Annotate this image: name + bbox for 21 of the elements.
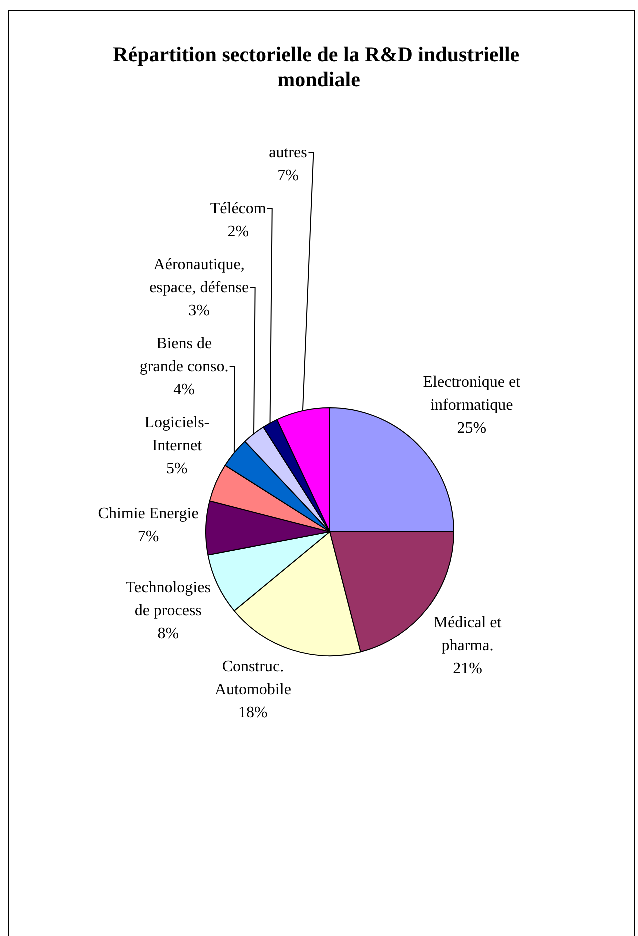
- slice-label: Technologies de process: [126, 580, 211, 620]
- slice-label: Construc. Automobile: [214, 658, 292, 699]
- data-label: 7%: [138, 528, 160, 546]
- data-label: 25%: [457, 420, 487, 438]
- slice-label: Chimie Energie: [98, 506, 199, 523]
- slice-label: Electronique et informatique: [423, 374, 522, 414]
- data-label: 21%: [453, 660, 482, 678]
- slice-label: Télécom: [210, 200, 267, 218]
- data-label: 8%: [158, 626, 180, 643]
- data-label: 5%: [166, 460, 188, 478]
- slice-label: Biens de grande conso.: [140, 335, 229, 376]
- data-label: 4%: [174, 381, 195, 398]
- data-label: 7%: [278, 167, 299, 184]
- data-label: 3%: [188, 302, 210, 320]
- slice-label: Logiciels-Internet: [144, 414, 210, 454]
- slice-label: Médical et pharma.: [434, 614, 502, 655]
- chart-title: Répartition sectorielle de la R&D industrielle mondiale: [113, 42, 525, 92]
- slice-label: Aéronautique, espace, défense: [150, 256, 250, 296]
- data-label: 18%: [238, 704, 268, 722]
- data-label: 2%: [228, 223, 250, 240]
- slice-label: autres: [269, 144, 308, 162]
